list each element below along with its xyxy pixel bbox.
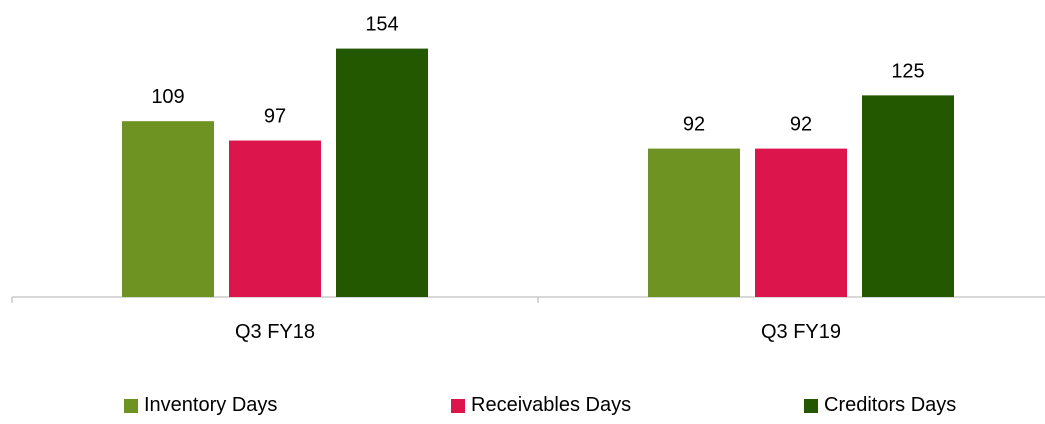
bar-receivables-days-q3-fy18: [229, 140, 321, 297]
bar-receivables-days-q3-fy19: [755, 148, 847, 297]
data-label-receivables-days-q3-fy19: 92: [790, 114, 812, 136]
bar-inventory-days-q3-fy18: [122, 121, 214, 297]
bar-creditors-days-q3-fy18: [336, 48, 428, 298]
data-label-receivables-days-q3-fy18: 97: [264, 106, 286, 128]
legend-label-inventory-days: Inventory Days: [144, 394, 278, 416]
data-labels-group: 109 92 97 92 154 125: [151, 14, 924, 136]
bars-group: [122, 48, 954, 298]
data-label-inventory-days-q3-fy19: 92: [683, 114, 705, 136]
legend-item-inventory-days: Inventory Days: [124, 394, 277, 417]
legend-label-receivables-days: Receivables Days: [471, 394, 632, 416]
legend-swatch-inventory-days: [124, 398, 138, 413]
bar-creditors-days-q3-fy19: [862, 95, 954, 297]
legend-swatch-creditors-days: [804, 398, 818, 413]
category-label-q3-fy18: Q3 FY18: [235, 321, 315, 343]
bar-inventory-days-q3-fy19: [648, 148, 740, 297]
data-label-inventory-days-q3-fy18: 109: [151, 86, 184, 108]
category-labels-group: Q3 FY18 Q3 FY19: [235, 321, 841, 343]
legend-swatch-receivables-days: [451, 398, 465, 413]
category-label-q3-fy19: Q3 FY19: [761, 321, 841, 343]
bar-chart: 109 92 97 92 154 125 Q3 FY18 Q3 FY19: [11, 14, 1045, 343]
data-label-creditors-days-q3-fy18: 154: [365, 14, 398, 36]
legend-label-creditors-days: Creditors Days: [824, 394, 957, 416]
data-label-creditors-days-q3-fy19: 125: [891, 60, 924, 82]
legend: Inventory Days Receivables Days Creditor…: [0, 394, 1045, 424]
legend-item-creditors-days: Creditors Days: [804, 394, 956, 417]
legend-item-receivables-days: Receivables Days: [451, 394, 631, 417]
